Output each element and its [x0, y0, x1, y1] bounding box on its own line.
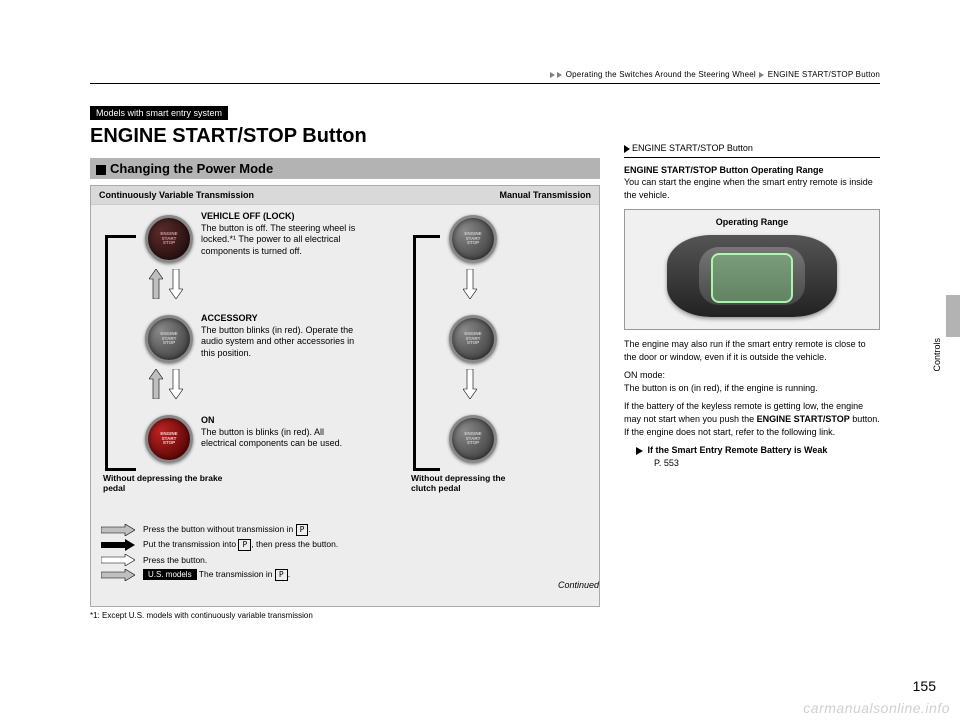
arrow-pair — [149, 269, 183, 299]
page-title: ENGINE START/STOP Button — [90, 125, 600, 148]
arrow-up-icon — [149, 269, 163, 299]
right-intro: ENGINE START/STOP Button Operating Range… — [624, 164, 880, 202]
arrow-right-gray-icon — [101, 569, 135, 581]
bold-ess: ENGINE START/STOP — [757, 414, 850, 424]
power-mode-diagram: Continuously Variable Transmission Manua… — [90, 185, 600, 607]
car-top-view-icon — [667, 235, 837, 317]
right-intro-title: ENGINE START/STOP Button Operating Range — [624, 165, 824, 175]
arrow-up-icon — [149, 369, 163, 399]
chevron-right-icon — [550, 72, 555, 78]
right-intro-body: You can start the engine when the smart … — [624, 177, 873, 200]
right-p4: If the battery of the keyless remote is … — [624, 400, 880, 438]
state-off-title: VEHICLE OFF (LOCK) — [201, 211, 295, 221]
operating-range-figure: Operating Range — [624, 209, 880, 330]
right-section-heading: ENGINE START/STOP Button — [624, 142, 880, 158]
right-ref-text: If the Smart Entry Remote Battery is Wea… — [648, 445, 828, 455]
engine-button-on: ENGINE START STOP — [145, 415, 193, 463]
side-section-label: Controls — [932, 338, 942, 372]
operating-range-label: Operating Range — [625, 216, 879, 229]
state-acc-title: ACCESSORY — [201, 313, 258, 323]
model-badge: Models with smart entry system — [90, 106, 228, 120]
right-ref-page: P. 553 — [654, 458, 679, 468]
engine-button-text: ENGINE START STOP — [464, 332, 481, 347]
breadcrumb-seg: ENGINE START/STOP Button — [768, 70, 880, 79]
engine-button-text: ENGINE START STOP — [160, 232, 177, 247]
arrow-down-icon — [463, 269, 477, 304]
state-on-body: The button is blinks (in red). All elect… — [201, 427, 342, 449]
state-on-title: ON — [201, 415, 215, 425]
state-acc-desc: ACCESSORY The button blinks (in red). Op… — [201, 313, 361, 360]
watermark: carmanualsonline.info — [803, 700, 950, 716]
legend-text: The transmission in — [199, 569, 273, 579]
page-number: 155 — [913, 678, 936, 694]
legend-row: Put the transmission into P, then press … — [101, 539, 589, 551]
left-column: Models with smart entry system ENGINE ST… — [90, 84, 600, 620]
arrow-right-black-icon — [101, 539, 135, 551]
engine-button-text: ENGINE START STOP — [464, 232, 481, 247]
right-column: ENGINE START/STOP Button ENGINE START/ST… — [624, 142, 880, 620]
legend-suffix: . — [288, 569, 290, 579]
right-p3a: ON mode: — [624, 370, 665, 380]
square-bullet-icon — [96, 165, 106, 175]
cycle-bracket-left — [105, 235, 136, 471]
state-on-desc: ON The button is blinks (in red). All el… — [201, 415, 361, 450]
engine-button-accessory-manual: ENGINE START STOP — [449, 315, 497, 363]
right-p3b: The button is on (in red), if the engine… — [624, 383, 818, 393]
continued-label: Continued — [558, 580, 599, 590]
engine-button-off-manual: ENGINE START STOP — [449, 215, 497, 263]
chevron-right-icon — [759, 72, 764, 78]
caption-brake: Without depressing the brake pedal — [103, 473, 223, 493]
side-tab — [946, 295, 960, 337]
legend-text: Press the button without transmission in — [143, 524, 293, 534]
right-p3: ON mode: The button is on (in red), if t… — [624, 369, 880, 394]
legend-text: Put the transmission into — [143, 539, 236, 549]
page-content: Operating the Switches Around the Steeri… — [90, 70, 880, 620]
caption-clutch: Without depressing the clutch pedal — [411, 473, 531, 493]
arrow-down-icon — [463, 369, 477, 404]
legend-row: U.S. models The transmission in P. — [101, 569, 589, 581]
engine-button-accessory: ENGINE START STOP — [145, 315, 193, 363]
breadcrumb: Operating the Switches Around the Steeri… — [90, 70, 880, 84]
legend-row: Press the button. — [101, 554, 589, 566]
p-symbol: P — [275, 569, 288, 581]
arrow-right-white-icon — [101, 554, 135, 566]
chevron-right-icon — [624, 145, 630, 153]
engine-button-off: ENGINE START STOP — [145, 215, 193, 263]
engine-button-text: ENGINE START STOP — [464, 432, 481, 447]
diagram-header: Continuously Variable Transmission Manua… — [91, 186, 599, 205]
us-models-badge: U.S. models — [143, 569, 197, 580]
legend-suffix: . — [308, 524, 310, 534]
arrow-pair — [149, 369, 183, 399]
arrow-down-icon — [169, 369, 183, 399]
state-off-body: The button is off. The steering wheel is… — [201, 223, 355, 256]
diagram-header-left: Continuously Variable Transmission — [99, 190, 254, 200]
operating-range-highlight — [711, 253, 793, 303]
diagram-area: ENGINE START STOP ENGINE START STOP ENGI… — [91, 205, 599, 515]
arrow-right-gray-icon — [101, 524, 135, 536]
legend-row: Press the button without transmission in… — [101, 524, 589, 536]
engine-button-on-manual: ENGINE START STOP — [449, 415, 497, 463]
p-symbol: P — [296, 524, 309, 536]
cycle-bracket-right — [413, 235, 440, 471]
breadcrumb-seg: Operating the Switches Around the Steeri… — [566, 70, 756, 79]
reference-arrow-icon — [636, 447, 643, 455]
subheading-text: Changing the Power Mode — [110, 161, 273, 176]
footnote: *1: Except U.S. models with continuously… — [90, 611, 600, 620]
state-off-desc: VEHICLE OFF (LOCK) The button is off. Th… — [201, 211, 361, 258]
state-acc-body: The button blinks (in red). Operate the … — [201, 325, 354, 358]
subheading: Changing the Power Mode — [90, 158, 600, 179]
engine-button-text: ENGINE START STOP — [160, 432, 177, 447]
arrow-down-icon — [169, 269, 183, 299]
arrow-legend: Press the button without transmission in… — [91, 515, 599, 592]
legend-text: Press the button. — [143, 555, 207, 565]
chevron-right-icon — [557, 72, 562, 78]
right-ref: If the Smart Entry Remote Battery is Wea… — [636, 444, 880, 469]
p-symbol: P — [238, 539, 251, 551]
diagram-header-right: Manual Transmission — [499, 190, 591, 200]
legend-text: , then press the button. — [251, 539, 338, 549]
right-p2: The engine may also run if the smart ent… — [624, 338, 880, 363]
engine-button-text: ENGINE START STOP — [160, 332, 177, 347]
right-section-heading-text: ENGINE START/STOP Button — [632, 143, 753, 153]
